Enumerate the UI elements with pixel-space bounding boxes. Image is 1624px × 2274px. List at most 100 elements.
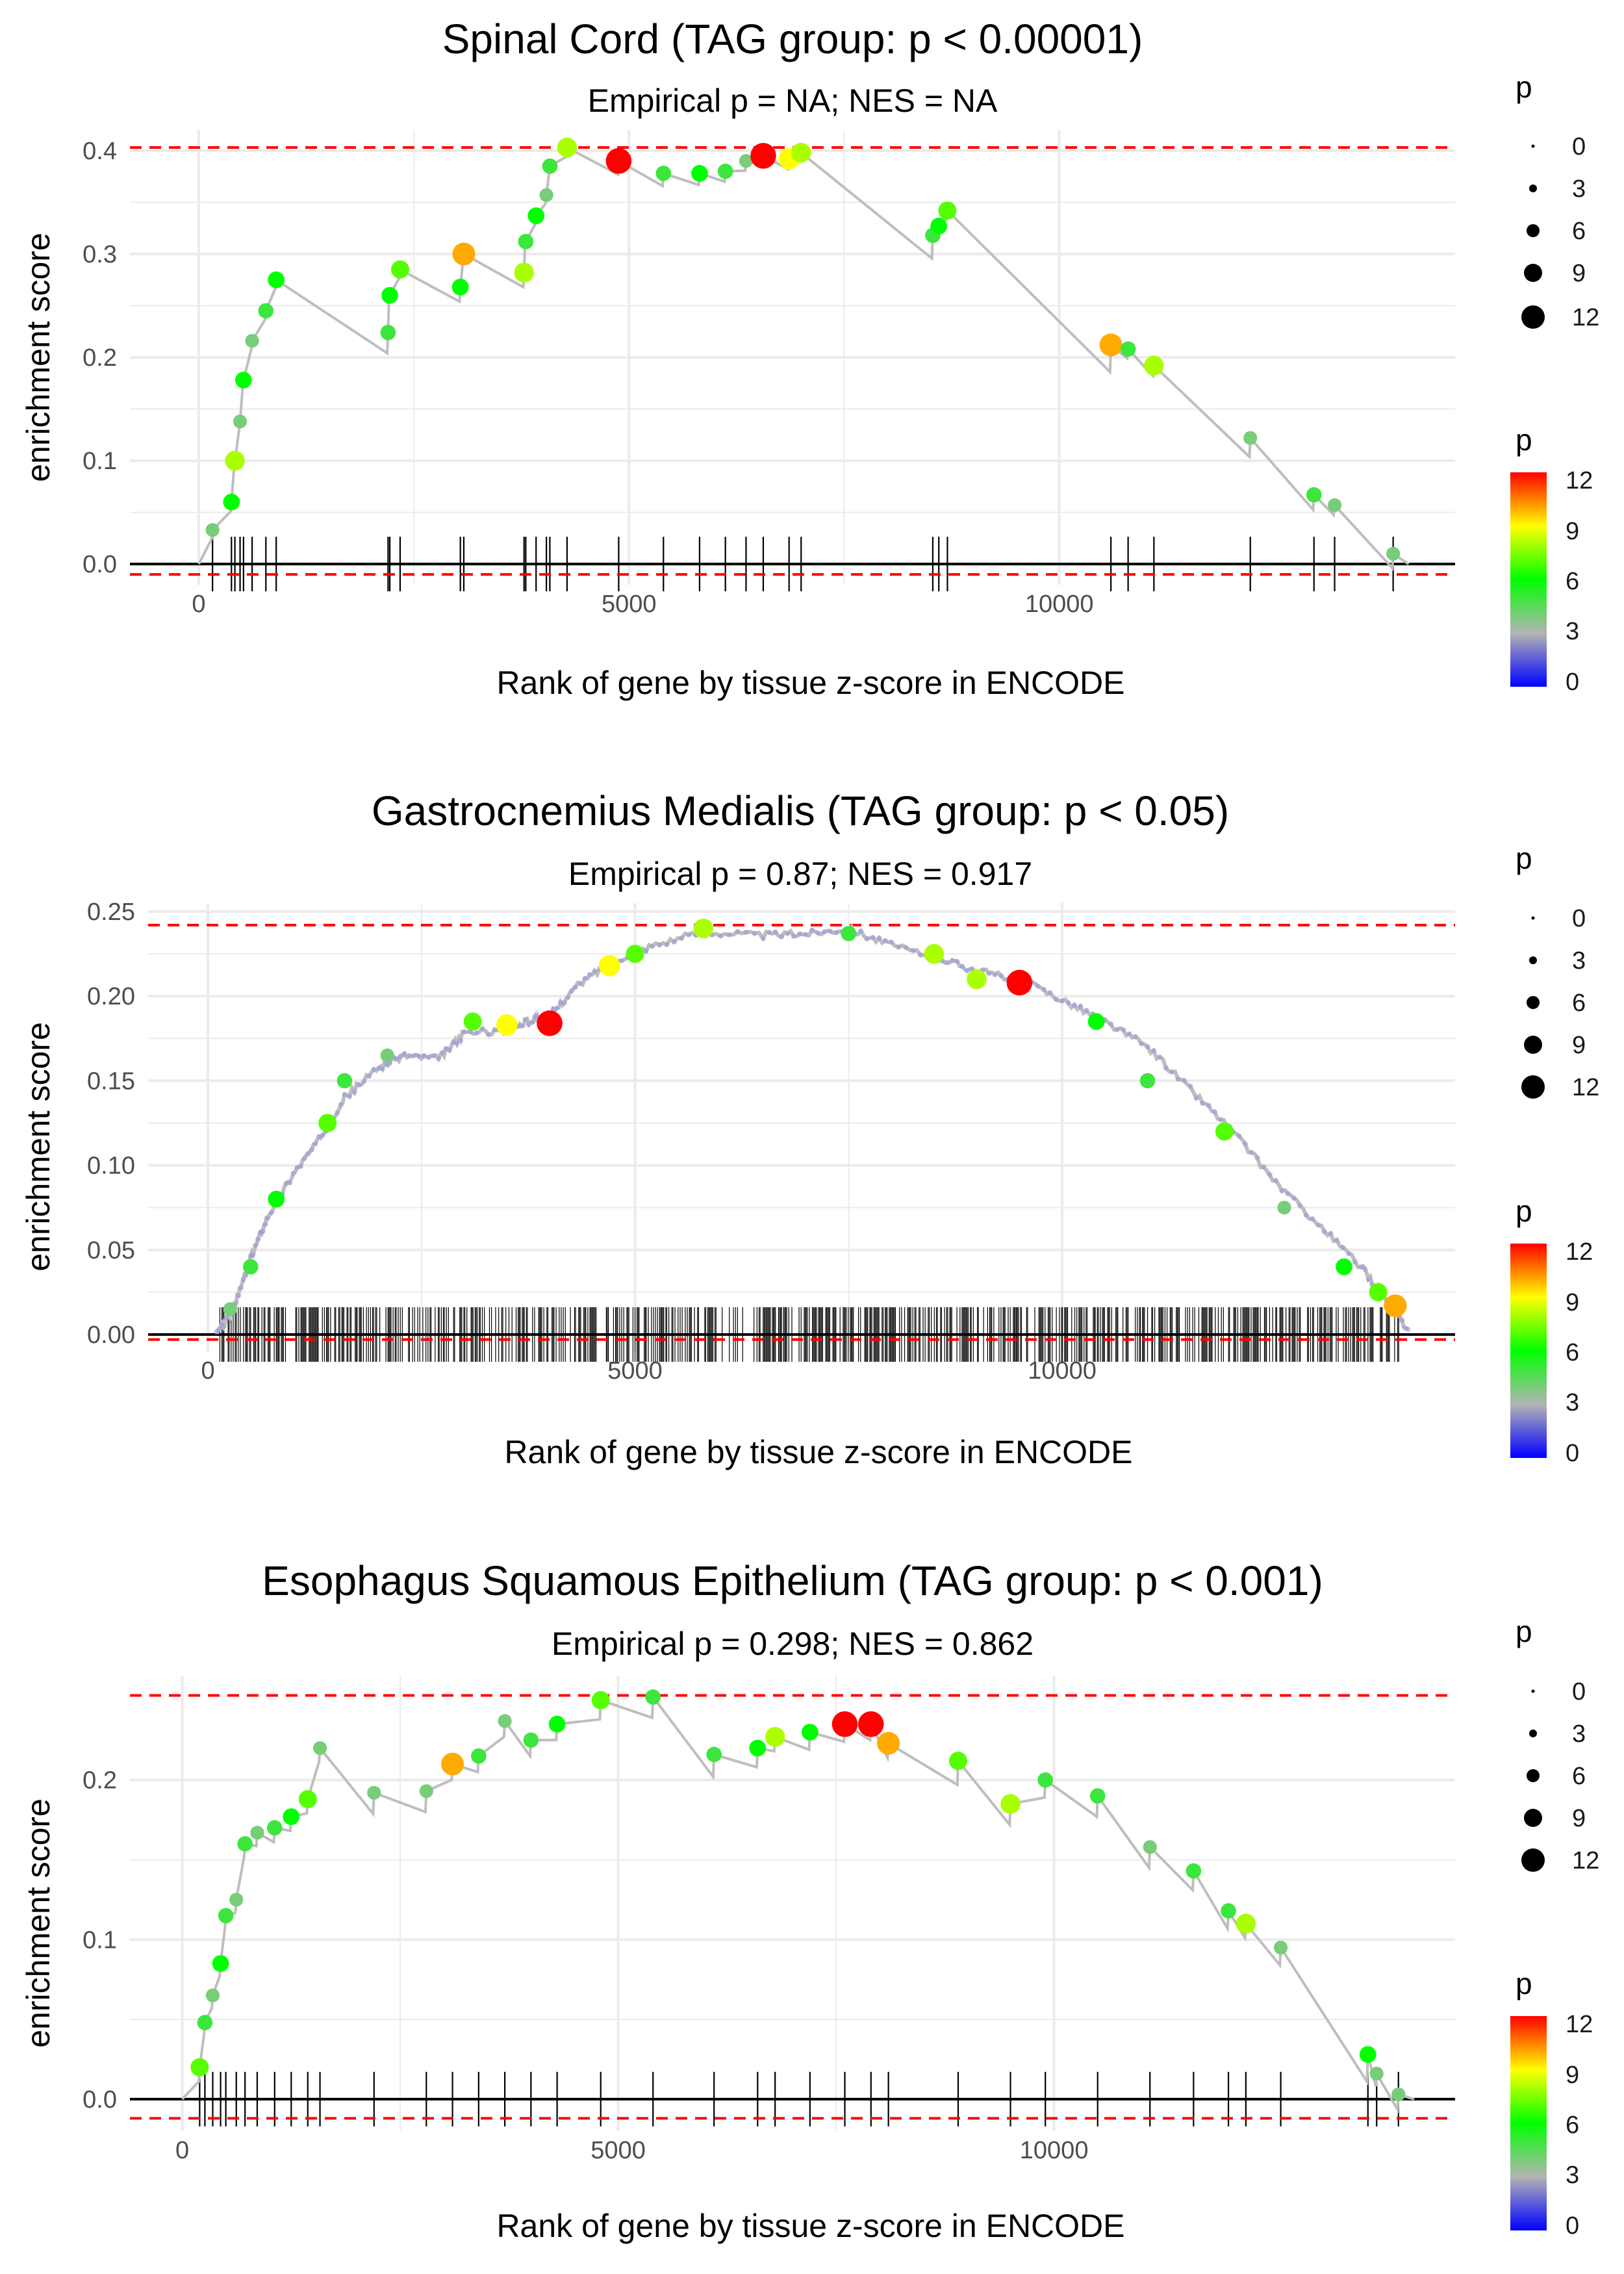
gene-dot bbox=[803, 932, 809, 938]
gene-dot bbox=[486, 1032, 492, 1038]
gene-dot bbox=[518, 1023, 524, 1029]
hit-point bbox=[717, 163, 733, 179]
hit-point bbox=[542, 158, 558, 174]
gene-dot bbox=[760, 936, 766, 941]
gene-dot bbox=[411, 1053, 417, 1058]
gene-dot bbox=[726, 932, 732, 938]
color-legend-title: p bbox=[1516, 1194, 1532, 1228]
color-tick-label: 3 bbox=[1566, 618, 1579, 645]
gene-dot bbox=[1352, 1259, 1358, 1265]
gene-dot bbox=[1334, 1237, 1339, 1243]
gene-dot bbox=[305, 1151, 311, 1156]
gene-dot bbox=[290, 1170, 296, 1176]
hit-point bbox=[367, 1785, 381, 1800]
gene-dot bbox=[870, 934, 876, 940]
hit-point bbox=[857, 1711, 884, 1737]
gene-dot bbox=[1362, 1266, 1367, 1271]
gene-dot bbox=[809, 927, 815, 933]
hit-point bbox=[749, 1739, 767, 1757]
chart-subtitle: Empirical p = NA; NES = NA bbox=[588, 83, 998, 119]
size-key-dot bbox=[1531, 916, 1535, 920]
hit-point bbox=[336, 1073, 353, 1089]
x-tick-label: 0 bbox=[175, 2137, 189, 2164]
size-key-dot bbox=[1524, 1036, 1542, 1054]
gene-dot bbox=[1163, 1065, 1169, 1071]
y-tick-label: 0.1 bbox=[82, 1926, 117, 1954]
hit-point bbox=[390, 260, 409, 279]
gene-dot bbox=[1181, 1078, 1187, 1084]
size-key-dot bbox=[1527, 224, 1540, 237]
size-key-dot bbox=[1529, 1730, 1537, 1737]
gene-dot bbox=[1279, 1188, 1285, 1194]
color-tick-label: 0 bbox=[1566, 669, 1579, 696]
gene-dot bbox=[1405, 1327, 1411, 1333]
x-tick-label: 5000 bbox=[602, 591, 657, 618]
color-tick-label: 12 bbox=[1566, 2011, 1593, 2038]
hit-point bbox=[250, 1826, 264, 1840]
hit-point bbox=[518, 234, 534, 249]
gene-dot bbox=[1218, 1117, 1224, 1123]
gene-dot bbox=[785, 930, 791, 936]
gene-dot bbox=[815, 930, 821, 936]
gene-dot bbox=[986, 970, 992, 976]
gene-dot bbox=[1315, 1222, 1321, 1228]
hit-point bbox=[557, 137, 577, 158]
y-tick-label: 0.05 bbox=[87, 1237, 135, 1264]
hit-point bbox=[1006, 969, 1033, 996]
gene-dot bbox=[238, 1285, 244, 1291]
gene-dot bbox=[240, 1277, 246, 1283]
size-key-dot bbox=[1529, 956, 1537, 964]
size-legend: p 0 3 6 9 12 bbox=[1516, 841, 1599, 1101]
gene-dot bbox=[253, 1242, 259, 1248]
gene-dot bbox=[1254, 1155, 1260, 1161]
hit-point bbox=[312, 1741, 327, 1756]
plot-area: 0.00 0.05 0.10 0.15 0.20 0.25 0 5000 10000 bbox=[87, 899, 1455, 1385]
gene-dot bbox=[1291, 1195, 1297, 1201]
size-key-label: 6 bbox=[1572, 990, 1586, 1017]
hit-point bbox=[266, 1820, 283, 1836]
gene-dot bbox=[1303, 1212, 1309, 1218]
gene-dot bbox=[357, 1082, 362, 1088]
gene-dot bbox=[223, 1314, 229, 1320]
color-bar bbox=[1510, 2016, 1547, 2230]
gene-dot bbox=[431, 1053, 437, 1058]
hit-point bbox=[924, 943, 945, 964]
hit-point bbox=[791, 142, 811, 163]
hit-point bbox=[381, 287, 398, 304]
size-key-dot bbox=[1531, 1689, 1535, 1693]
gene-dot bbox=[718, 933, 724, 939]
gene-dot bbox=[910, 948, 916, 954]
gene-dot bbox=[554, 1005, 560, 1011]
size-key-label: 6 bbox=[1572, 218, 1586, 245]
size-key-label: 9 bbox=[1572, 1805, 1586, 1832]
x-axis-label: Rank of gene by tissue z-score in ENCODE bbox=[496, 2208, 1124, 2244]
hit-point bbox=[1369, 2066, 1384, 2081]
gene-dot bbox=[821, 929, 827, 935]
x-tick-label: 10000 bbox=[1028, 1357, 1097, 1385]
color-tick-label: 6 bbox=[1566, 2112, 1579, 2139]
gene-dot bbox=[945, 960, 950, 965]
hit-point bbox=[1215, 1122, 1234, 1141]
gene-dot bbox=[1310, 1216, 1315, 1221]
color-tick-label: 0 bbox=[1566, 2212, 1579, 2240]
hit-point bbox=[645, 1689, 661, 1705]
gene-dot bbox=[649, 943, 655, 949]
gene-dot bbox=[1261, 1164, 1267, 1169]
size-key-dot bbox=[1524, 264, 1542, 282]
gene-dot bbox=[1035, 983, 1041, 989]
gene-dot bbox=[268, 1210, 274, 1216]
hit-point bbox=[205, 523, 220, 537]
gene-dot bbox=[522, 1017, 528, 1023]
y-tick-label: 0.2 bbox=[82, 344, 117, 372]
hit-point bbox=[298, 1790, 317, 1809]
panel-spinal-cord: Spinal Cord (TAG group: p < 0.00001) Emp… bbox=[20, 16, 1599, 701]
gene-dot bbox=[903, 945, 909, 951]
hit-point bbox=[706, 1746, 722, 1763]
hit-point bbox=[223, 493, 240, 511]
gene-dot bbox=[577, 980, 583, 986]
hit-point bbox=[1359, 2046, 1377, 2063]
gene-dot bbox=[454, 1041, 460, 1047]
color-legend-title: p bbox=[1516, 423, 1532, 457]
gene-dot bbox=[1340, 1245, 1346, 1251]
size-key-label: 6 bbox=[1572, 1763, 1586, 1790]
